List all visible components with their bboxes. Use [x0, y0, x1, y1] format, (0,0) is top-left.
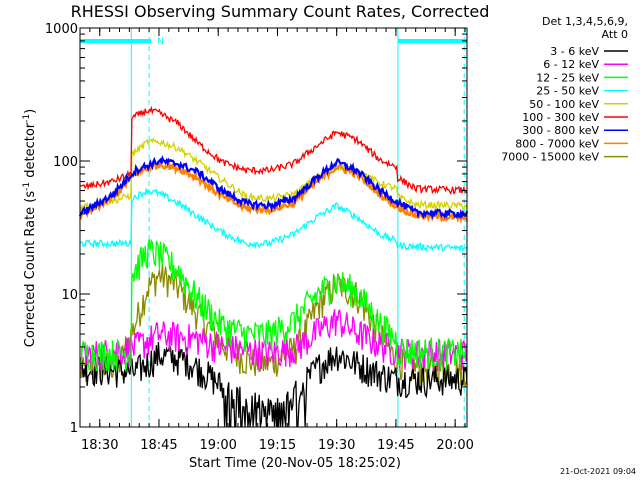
series-line: [78, 154, 469, 221]
series-3-6kev-group: [79, 341, 468, 428]
y-tick-label: 10: [61, 288, 78, 303]
series-7000-15000kev-group: [79, 263, 468, 388]
series-50-100kev-group: [79, 136, 468, 212]
series-line: [79, 188, 468, 253]
axes: 18:30 18:45 19:00 19:15 19:30 19:45 20:00 1 10 10…: [45, 22, 474, 453]
series-line: [79, 341, 468, 428]
series-100-300kev-group: [79, 105, 468, 196]
x-tick-label: 19:45: [377, 438, 414, 453]
observing-flag-bar: [397, 39, 467, 43]
series-25-50kev-group: [79, 188, 468, 253]
series-group: [78, 105, 469, 428]
plot-timestamp: 21-Oct-2021 09:04: [560, 467, 636, 476]
legend-label: 50 - 100 keV: [529, 98, 599, 111]
legend-label: 800 - 7000 keV: [515, 137, 599, 150]
x-tick-label: 18:45: [140, 438, 177, 453]
y-axis-label-sup1: -1: [22, 182, 32, 191]
legend-header-line-2: Att 0: [602, 28, 628, 41]
series-line: [79, 263, 468, 388]
x-tick-label: 18:30: [81, 438, 118, 453]
legend-label: 300 - 800 keV: [522, 124, 599, 137]
y-axis-label-end: ): [23, 109, 38, 114]
y-axis-label: Corrected Count Rate (s-1 detector-1): [22, 109, 38, 347]
y-tick-label: 100: [53, 155, 78, 170]
x-tick-label: 19:30: [318, 438, 355, 453]
series-800-7000kev-group: [79, 160, 469, 225]
series-line: [79, 136, 468, 212]
observing-flag-bar: [80, 39, 152, 43]
legend-label: 12 - 25 keV: [536, 71, 599, 84]
y-axis-label-main: Corrected Count Rate (s: [23, 191, 38, 348]
series-line: [79, 238, 468, 372]
series-line: [79, 160, 469, 225]
y-axis-label-sup2: -1: [22, 114, 32, 123]
x-tick-label: 20:00: [436, 438, 473, 453]
chart-title: RHESSI Observing Summary Count Rates, Co…: [71, 2, 490, 21]
series-line: [79, 105, 468, 196]
plot-frame: [79, 27, 468, 428]
legend-label: 7000 - 15000 keV: [501, 151, 599, 164]
legend-label: 6 - 12 keV: [543, 58, 599, 71]
legend-label: 3 - 6 keV: [550, 45, 599, 58]
series-300-800kev-group: [78, 154, 469, 221]
y-tick-label: 1000: [45, 22, 78, 37]
series-12-25kev-group: [79, 238, 468, 372]
x-tick-label: 19:15: [259, 438, 296, 453]
legend-label: 25 - 50 keV: [536, 85, 599, 98]
legend-header-line-1: Det 1,3,4,5,6,9,: [542, 15, 628, 28]
legend-label: 100 - 300 keV: [522, 111, 599, 124]
night-flag-label: N: [157, 37, 164, 47]
x-axis-label: Start Time (20-Nov-05 18:25:02): [189, 456, 401, 471]
y-tick-label: 1: [70, 421, 78, 436]
y-axis-label-mid: detector: [23, 122, 38, 182]
x-tick-label: 19:00: [199, 438, 236, 453]
